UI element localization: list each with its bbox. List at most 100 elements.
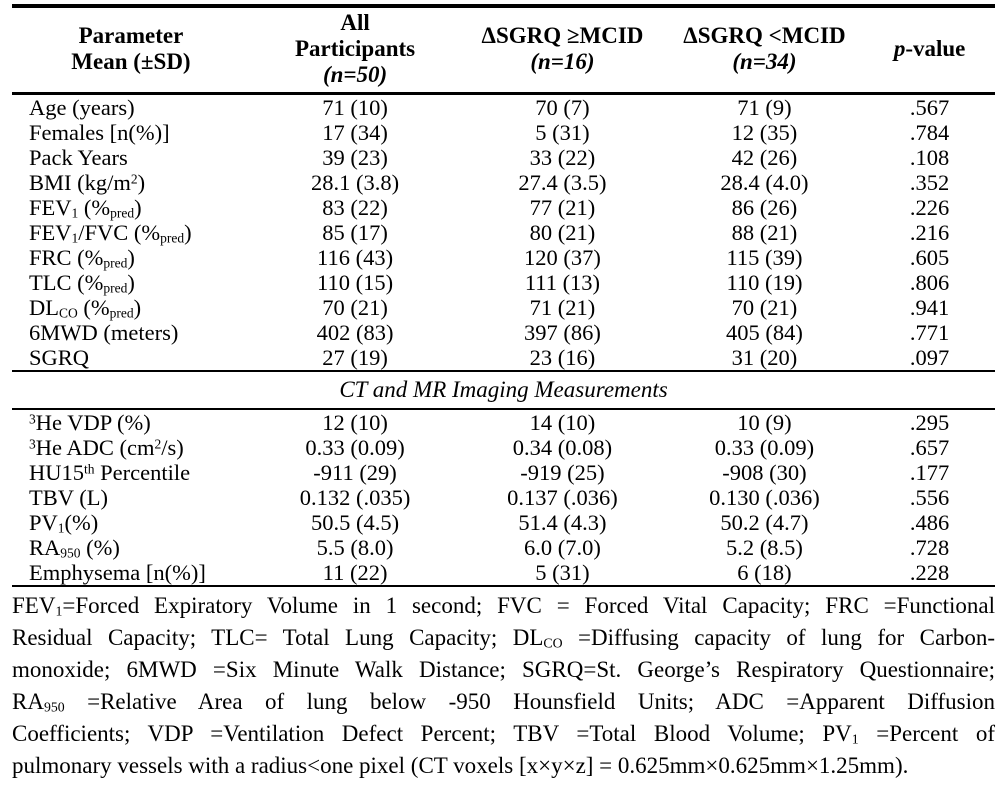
parameter-cell: Age (years) [29,95,135,120]
parameter-cell: FEV1/FVC (%pred) [29,220,192,246]
column-header-p-value: p-value [864,6,995,95]
value-cell: -911 (29) [313,460,397,485]
parameter-cell: 3He ADC (cm2/s) [29,435,184,460]
table-row: Emphysema [n(%)] 11 (22) 5 (31) 6 (18) .228 [12,560,995,587]
value-cell: 71 (21) [529,295,596,320]
value-cell: 71 (10) [322,95,388,120]
table-footnote: FEV1=Forced Expiratory Volume in 1 secon… [12,590,995,782]
table-row: TBV (L) 0.132 (.035) 0.137 (.036) 0.130 (.0… [12,485,995,510]
p-value-cell: .806 [909,270,950,295]
value-cell: 110 (15) [317,270,394,295]
section-title-row: CT and MR Imaging Measurements [12,370,995,410]
table-header-row: Parameter Mean (±SD) All Participants (n=50)… [12,6,995,95]
footnote-line: RA950 =Relative Area of lung below -950 … [12,689,995,715]
p-value-cell: .177 [909,460,950,485]
value-cell: 27.4 (3.5) [518,170,607,195]
footnote-line: Residual Capacity; TLC= Total Lung Capac… [12,625,995,651]
value-cell: 33 (22) [529,145,596,170]
p-value-cell: .567 [909,95,950,120]
value-cell: 0.132 (.035) [299,485,411,510]
value-cell: 5 (31) [535,120,590,145]
value-cell: 83 (22) [322,195,388,220]
table-body: Age (years) 71 (10) 70 (7) 71 (9) .567 Female… [12,94,995,587]
value-cell: 71 (9) [737,95,792,120]
p-value-cell: .228 [864,560,995,587]
p-value-cell: .784 [909,120,950,145]
table-row: FEV1/FVC (%pred) 85 (17) 80 (21) 88 (21) .21… [12,220,995,245]
p-value-cell: .295 [909,410,950,435]
p-value-cell: .108 [909,145,950,170]
table-row: Females [n(%)] 17 (34) 5 (31) 12 (35) .784 [12,120,995,145]
value-cell: 402 (83) [316,320,394,345]
table-row: Pack Years 39 (23) 33 (22) 42 (26) .108 [12,145,995,170]
value-cell: 86 (26) [731,195,798,220]
value-cell: 31 (20) [731,345,798,370]
table-row: TLC (%pred) 110 (15) 111 (13) 110 (19) .806 [12,270,995,295]
parameter-cell: DLCO (%pred) [29,295,142,321]
table-row: FEV1 (%pred) 83 (22) 77 (21) 86 (26) .226 [12,195,995,220]
value-cell: 5.5 (8.0) [316,535,394,560]
value-cell: 120 (37) [524,245,601,270]
parameter-cell: TLC (%pred) [29,270,135,296]
value-cell: 6 (18) [664,560,865,587]
column-header-delta-sgrq-lt-mcid: ΔSGRQ <MCID (n=34) [664,6,865,95]
table-row: 6MWD (meters) 402 (83) 397 (86) 405 (84) .77… [12,320,995,345]
parameter-cell: FEV1 (%pred) [29,195,142,221]
header-line: Mean (±SD) [71,49,191,74]
header-line: (n=34) [732,49,797,74]
value-cell: 110 (19) [726,270,803,295]
table-row: HU15th Percentile -911 (29) -919 (25) -908 … [12,460,995,485]
value-cell: 116 (43) [317,245,394,270]
value-cell: 77 (21) [529,195,596,220]
value-cell: 11 (22) [249,560,461,587]
value-cell: 0.130 (.036) [709,485,820,510]
p-value-cell: .771 [909,320,950,345]
p-value-cell: .728 [909,535,950,560]
table-row: 3He ADC (cm2/s) 0.33 (0.09) 0.34 (0.08) 0.3… [12,435,995,460]
value-cell: 51.4 (4.3) [518,510,607,535]
table-row: PV1(%) 50.5 (4.5) 51.4 (4.3) 50.2 (4.7) .486 [12,510,995,535]
value-cell: 42 (26) [731,145,798,170]
footnote-line: FEV1=Forced Expiratory Volume in 1 secon… [12,593,995,619]
table-row: 3He VDP (%) 12 (10) 14 (10) 10 (9) .295 [12,409,995,435]
value-cell: 70 (21) [322,295,388,320]
value-cell: 5.2 (8.5) [726,535,803,560]
p-value-cell: .605 [909,245,950,270]
p-value-cell: .941 [909,295,950,320]
value-cell: 70 (21) [731,295,798,320]
header-line: All [340,10,370,35]
p-value-cell: .216 [909,220,950,245]
p-value-cell: .097 [909,345,950,370]
header-line: ΔSGRQ ≥MCID [481,23,644,48]
value-cell: 12 (10) [322,410,388,435]
results-table: Parameter Mean (±SD) All Participants (n=50)… [12,4,995,587]
value-cell: 23 (16) [529,345,596,370]
header-line: Participants [295,36,416,61]
parameter-cell: SGRQ [29,345,90,370]
value-cell: 405 (84) [726,320,803,345]
footnote-line: Coefficients; VDP =Ventilation Defect Pe… [12,721,995,747]
table-row: FRC (%pred) 116 (43) 120 (37) 115 (39) .605 [12,245,995,270]
header-line: (n=50) [322,62,388,87]
parameter-cell: Females [n(%)] [29,120,170,145]
value-cell: 5 (31) [460,560,665,587]
parameter-cell: 3He VDP (%) [29,410,151,435]
column-header-delta-sgrq-ge-mcid: ΔSGRQ ≥MCID (n=16) [460,6,665,95]
table-row: DLCO (%pred) 70 (21) 71 (21) 70 (21) .941 [12,295,995,320]
parameter-cell: HU15th Percentile [29,460,191,485]
value-cell: 17 (34) [322,120,388,145]
table-row: Age (years) 71 (10) 70 (7) 71 (9) .567 [12,94,995,120]
footnote-line: pulmonary vessels with a radius<one pixe… [12,753,909,778]
value-cell: 70 (7) [535,95,590,120]
value-cell: 14 (10) [529,410,596,435]
value-cell: 28.4 (4.0) [720,170,809,195]
header-line: p-value [893,36,966,61]
p-value-cell: .486 [909,510,950,535]
value-cell: -908 (30) [722,460,807,485]
value-cell: 0.34 (0.08) [512,435,613,460]
value-cell: 0.33 (0.09) [714,435,815,460]
header-line: (n=16) [530,49,595,74]
section-title: CT and MR Imaging Measurements [12,370,995,410]
table-row: BMI (kg/m2) 28.1 (3.8) 27.4 (3.5) 28.4 (4.0… [12,170,995,195]
